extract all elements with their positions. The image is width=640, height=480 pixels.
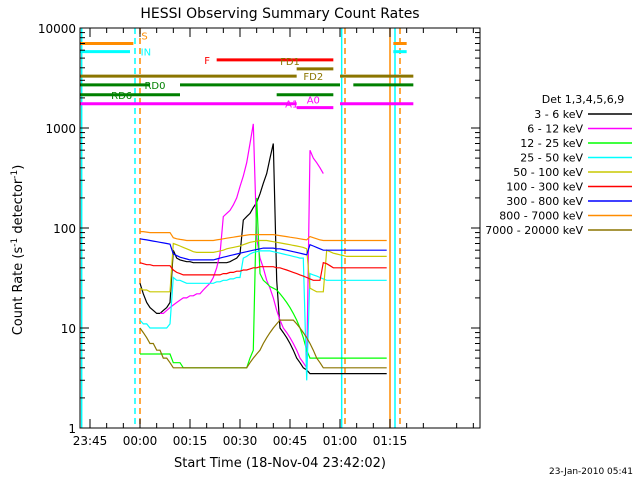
y-tick-label: 10 (61, 322, 76, 336)
legend-label-100-300-kev: 100 - 300 keV (506, 181, 583, 194)
flag-label-a1: A1 (285, 100, 298, 111)
x-axis-label: Start Time (18-Nov-04 23:42:02) (174, 456, 386, 471)
axes: 1 10 100 1000 10000 23:45 00:00 00:15 00:30 00:45… (38, 22, 481, 448)
series-line-300-800-kev (139, 238, 387, 261)
x-tick-label: 00:45 (273, 434, 308, 448)
flag-label-a0: A0 (307, 96, 320, 107)
flag-label-f: F (204, 56, 210, 67)
legend-label-300-800-kev: 300 - 800 keV (506, 195, 583, 208)
series-line-800-7000-kev (140, 231, 387, 242)
flag-label-s: S (141, 31, 147, 42)
flag-label-rd0: RD0 (144, 81, 165, 92)
flag-label-rd6: RD6 (111, 91, 132, 102)
series-line-7000-20000-kev (139, 319, 387, 369)
chart-title: HESSI Observing Summary Count Rates (140, 6, 419, 22)
flag-label-fd2: FD2 (303, 72, 323, 83)
legend-label-50-100-kev: 50 - 100 keV (513, 166, 583, 179)
flag-label-fd1: FD1 (280, 57, 300, 68)
y-tick-label: 1000 (45, 122, 76, 136)
y-tick-label: 1 (68, 422, 76, 436)
x-tick-label: 23:45 (73, 434, 108, 448)
series-line-12-25-kev (140, 197, 387, 369)
y-tick-label: 100 (53, 222, 76, 236)
y-tick-label: 10000 (38, 22, 76, 36)
series-line-6-12-kev (160, 123, 324, 370)
legend-title: Det 1,3,4,5,6,9 (542, 93, 625, 106)
legend-label-800-7000-kev: 800 - 7000 keV (499, 210, 583, 223)
legend-label-3-6-kev: 3 - 6 keV (534, 108, 583, 121)
flag-label-in: IN (141, 48, 151, 59)
x-tick-label: 00:15 (173, 434, 208, 448)
x-tick-label: 01:00 (323, 434, 358, 448)
y-axis-label: Count Rate (s-1 detector-1) (10, 165, 26, 336)
series-line-100-300-kev (139, 261, 387, 281)
legend-label-12-25-kev: 12 - 25 keV (520, 137, 583, 150)
legend-label-6-12-kev: 6 - 12 keV (527, 123, 583, 136)
series-line-3-6-kev (139, 143, 387, 375)
x-tick-label: 00:30 (223, 434, 258, 448)
x-tick-label: 01:15 (373, 434, 408, 448)
series-line-50-100-kev (139, 239, 387, 293)
series-line-25-50-kev (139, 250, 387, 381)
legend-label-25-50-kev: 25 - 50 keV (520, 152, 583, 165)
footer-datestamp: 23-Jan-2010 05:41 (549, 467, 633, 477)
legend-label-7000-20000-kev: 7000 - 20000 keV (485, 224, 583, 237)
x-tick-label: 00:00 (123, 434, 158, 448)
